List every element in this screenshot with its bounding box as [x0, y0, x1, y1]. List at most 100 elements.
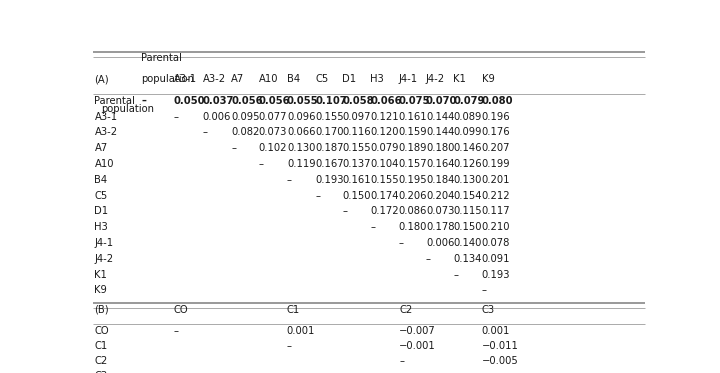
Text: 0.077: 0.077: [258, 112, 287, 122]
Text: 0.096: 0.096: [287, 112, 315, 122]
Text: 0.159: 0.159: [398, 128, 427, 138]
Text: CO: CO: [174, 305, 189, 315]
Text: –: –: [398, 238, 403, 248]
Text: 0.161: 0.161: [342, 175, 371, 185]
Text: 0.119: 0.119: [287, 159, 315, 169]
Text: –: –: [287, 341, 292, 351]
Text: 0.097: 0.097: [342, 112, 371, 122]
Text: D1: D1: [94, 207, 109, 216]
Text: –: –: [231, 143, 236, 153]
Text: –: –: [454, 270, 458, 280]
Text: 0.037: 0.037: [203, 96, 234, 106]
Text: 0.150: 0.150: [454, 222, 482, 232]
Text: –: –: [174, 326, 179, 336]
Text: K1: K1: [94, 270, 107, 280]
Text: A10: A10: [258, 74, 278, 84]
Text: –: –: [370, 222, 375, 232]
Text: A10: A10: [94, 159, 114, 169]
Text: −0.005: −0.005: [482, 356, 518, 366]
Text: 0.167: 0.167: [315, 159, 344, 169]
Text: 0.082: 0.082: [231, 128, 259, 138]
Text: C5: C5: [94, 191, 108, 201]
Text: A3-2: A3-2: [203, 74, 226, 84]
Text: B4: B4: [94, 175, 107, 185]
Text: 0.120: 0.120: [370, 128, 399, 138]
Text: 0.055: 0.055: [287, 96, 318, 106]
Text: C3: C3: [94, 371, 107, 373]
Text: 0.104: 0.104: [370, 159, 398, 169]
Text: 0.140: 0.140: [454, 238, 482, 248]
Text: 0.006: 0.006: [426, 238, 454, 248]
Text: −0.007: −0.007: [399, 326, 436, 336]
Text: 0.001: 0.001: [287, 326, 315, 336]
Text: 0.161: 0.161: [398, 112, 427, 122]
Text: 0.126: 0.126: [454, 159, 482, 169]
Text: 0.102: 0.102: [258, 143, 287, 153]
Text: 0.115: 0.115: [454, 207, 482, 216]
Text: 0.189: 0.189: [398, 143, 426, 153]
Text: 0.066: 0.066: [370, 96, 402, 106]
Text: A7: A7: [94, 143, 108, 153]
Text: –: –: [342, 207, 347, 216]
Text: 0.199: 0.199: [482, 159, 510, 169]
Text: 0.155: 0.155: [370, 175, 399, 185]
Text: 0.078: 0.078: [482, 238, 510, 248]
Text: 0.073: 0.073: [426, 207, 454, 216]
Text: 0.086: 0.086: [398, 207, 426, 216]
Text: 0.080: 0.080: [482, 96, 513, 106]
Text: A3-1: A3-1: [94, 112, 117, 122]
Text: J4-1: J4-1: [398, 74, 417, 84]
Text: 0.195: 0.195: [398, 175, 427, 185]
Text: 0.207: 0.207: [482, 143, 510, 153]
Text: –: –: [258, 159, 264, 169]
Text: 0.170: 0.170: [315, 128, 344, 138]
Text: C2: C2: [94, 356, 108, 366]
Text: K9: K9: [94, 285, 107, 295]
Text: C5: C5: [315, 74, 329, 84]
Text: 0.075: 0.075: [398, 96, 430, 106]
Text: 0.137: 0.137: [342, 159, 371, 169]
Text: 0.157: 0.157: [398, 159, 427, 169]
Text: 0.154: 0.154: [454, 191, 482, 201]
Text: 0.193: 0.193: [482, 270, 510, 280]
Text: 0.089: 0.089: [454, 112, 482, 122]
Text: D1: D1: [342, 74, 356, 84]
Text: 0.073: 0.073: [258, 128, 287, 138]
Text: J4-2: J4-2: [94, 254, 114, 264]
Text: 0.134: 0.134: [454, 254, 482, 264]
Text: 0.210: 0.210: [482, 222, 510, 232]
Text: 0.079: 0.079: [370, 143, 399, 153]
Text: C1: C1: [287, 305, 300, 315]
Text: 0.204: 0.204: [426, 191, 454, 201]
Text: 0.130: 0.130: [454, 175, 482, 185]
Text: –: –: [482, 371, 487, 373]
Text: –: –: [141, 96, 146, 106]
Text: –: –: [203, 128, 207, 138]
Text: Parental: Parental: [141, 53, 182, 63]
Text: −0.011: −0.011: [482, 341, 518, 351]
Text: –: –: [174, 112, 179, 122]
Text: (B): (B): [94, 305, 109, 315]
Text: 0.117: 0.117: [482, 207, 510, 216]
Text: 0.150: 0.150: [342, 191, 371, 201]
Text: C2: C2: [399, 305, 413, 315]
Text: 0.187: 0.187: [315, 143, 344, 153]
Text: –: –: [426, 254, 431, 264]
Text: CO: CO: [94, 326, 109, 336]
Text: –: –: [482, 285, 487, 295]
Text: 0.107: 0.107: [315, 96, 347, 106]
Text: –: –: [287, 175, 292, 185]
Text: −0.001: −0.001: [399, 341, 436, 351]
Text: –: –: [399, 356, 404, 366]
Text: 0.155: 0.155: [315, 112, 344, 122]
Text: 0.116: 0.116: [342, 128, 371, 138]
Text: 0.180: 0.180: [398, 222, 426, 232]
Text: K9: K9: [482, 74, 495, 84]
Text: 0.172: 0.172: [370, 207, 399, 216]
Text: A7: A7: [231, 74, 244, 84]
Text: K1: K1: [454, 74, 466, 84]
Text: J4-1: J4-1: [94, 238, 114, 248]
Text: 0.056: 0.056: [231, 96, 263, 106]
Text: 0.196: 0.196: [482, 112, 510, 122]
Text: C1: C1: [94, 341, 108, 351]
